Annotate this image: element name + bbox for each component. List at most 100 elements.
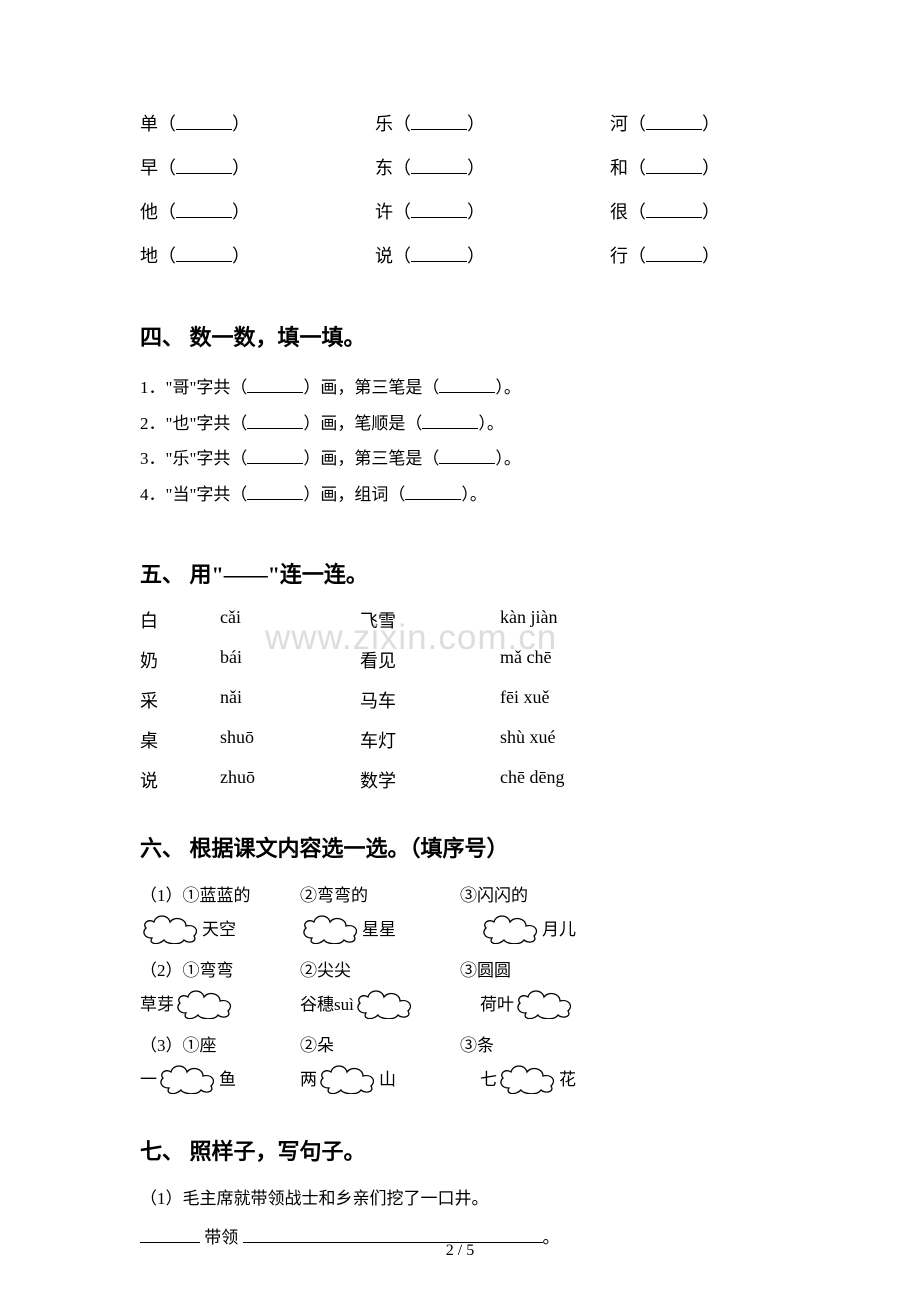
match-hanzi: 说: [140, 767, 220, 793]
section-6-content: （1）①蓝蓝的 ②弯弯的 ③闪闪的 天空 星星 月儿 （2）①弯弯 ②尖尖 ③圆…: [140, 881, 785, 1094]
cloud-icon[interactable]: [317, 1062, 379, 1094]
cloud-icon[interactable]: [354, 987, 416, 1019]
blank[interactable]: [439, 392, 495, 393]
blank[interactable]: [646, 112, 702, 130]
match-pinyin2: shù xué: [500, 727, 650, 753]
cloud-icon[interactable]: [300, 912, 362, 944]
cloud-icon[interactable]: [157, 1062, 219, 1094]
match-pinyin: shuō: [220, 727, 360, 753]
text: 1．"哥"字共（: [140, 378, 247, 397]
match-pinyin: zhuō: [220, 767, 360, 793]
blank[interactable]: [247, 499, 303, 500]
match-pinyin2: fēi xuě: [500, 687, 650, 713]
fill-item: 乐（）: [375, 110, 550, 136]
cloud-row: 草芽 谷穗suì 荷叶: [140, 987, 785, 1019]
section-4-list: 1．"哥"字共（ ）画，第三笔是（ ）。 2．"也"字共（）画，笔顺是（）。 3．"…: [140, 370, 785, 513]
cloud-icon[interactable]: [480, 912, 542, 944]
section-7-content: （1）毛主席就带领战士和乡亲们挖了一口井。 带领 。: [140, 1184, 785, 1248]
cloud-label: 草芽: [140, 990, 174, 1015]
match-word: 数学: [360, 767, 500, 793]
cloud-icon[interactable]: [140, 912, 202, 944]
text: 4．"当"字共（: [140, 485, 247, 504]
fill-char: 和: [610, 158, 628, 178]
text: 2．"也"字共（: [140, 414, 247, 433]
cloud-label: 月儿: [542, 915, 576, 940]
cloud-label: 谷穗suì: [300, 990, 354, 1015]
watermark-text: www.zixin.com.cn: [265, 618, 557, 658]
section-7-title: 七、 照样子，写句子。: [140, 1134, 785, 1166]
fill-char: 地: [140, 246, 158, 266]
fill-char: 行: [610, 246, 628, 266]
blank[interactable]: [422, 428, 478, 429]
match-pinyin2: chē dēng: [500, 767, 650, 793]
text: 3．"乐"字共（: [140, 449, 247, 468]
fill-char: 河: [610, 114, 628, 134]
blank[interactable]: [646, 200, 702, 218]
cloud-label: 天空: [202, 915, 236, 940]
option: ③圆圆: [460, 956, 620, 981]
blank[interactable]: [411, 112, 467, 130]
cloud-label: 星星: [362, 915, 396, 940]
options-row: （2）①弯弯 ②尖尖 ③圆圆: [140, 956, 785, 981]
fill-char: 早: [140, 158, 158, 178]
cloud-icon[interactable]: [174, 987, 236, 1019]
cloud-label: 一: [140, 1065, 157, 1090]
option: （3）①座: [140, 1031, 300, 1056]
blank[interactable]: [176, 200, 232, 218]
blank[interactable]: [411, 156, 467, 174]
cloud-label: 荷叶: [480, 990, 514, 1015]
fill-item: 早（）: [140, 154, 315, 180]
cloud-label: 两: [300, 1065, 317, 1090]
cloud-row: 天空 星星 月儿: [140, 912, 785, 944]
cloud-icon[interactable]: [497, 1062, 559, 1094]
blank[interactable]: [140, 1226, 200, 1243]
blank[interactable]: [646, 244, 702, 262]
count-line: 4．"当"字共（ ）画，组词（ ）。: [140, 477, 785, 513]
page-footer: 2 / 5: [0, 1242, 920, 1260]
blank[interactable]: [439, 463, 495, 464]
fill-item: 河（）: [610, 110, 785, 136]
match-hanzi: 奶: [140, 647, 220, 673]
fill-item: 单（）: [140, 110, 315, 136]
blank[interactable]: [176, 244, 232, 262]
example-sentence: （1）毛主席就带领战士和乡亲们挖了一口井。: [140, 1184, 785, 1209]
blank[interactable]: [646, 156, 702, 174]
option: ③条: [460, 1031, 620, 1056]
blank[interactable]: [176, 156, 232, 174]
section-4-title: 四、 数一数，填一填。: [140, 320, 785, 352]
text: ）画，第三笔是（: [303, 378, 439, 397]
count-line: 3．"乐"字共（）画，第三笔是（）。: [140, 441, 785, 477]
blank[interactable]: [247, 463, 303, 464]
text: ）。: [461, 485, 487, 504]
cloud-label: 七: [480, 1065, 497, 1090]
fill-item: 他（）: [140, 198, 315, 224]
cloud-icon[interactable]: [514, 987, 576, 1019]
fill-char: 乐: [375, 114, 393, 134]
text: ）画，组词（: [303, 485, 405, 504]
text: ）画，第三笔是（: [303, 449, 439, 468]
blank[interactable]: [243, 1226, 543, 1243]
blank[interactable]: [247, 392, 303, 393]
text: ）。: [495, 378, 521, 397]
option: （2）①弯弯: [140, 956, 300, 981]
cloud-label: 山: [379, 1065, 396, 1090]
fill-item: 很（）: [610, 198, 785, 224]
fill-item: 行（）: [610, 242, 785, 268]
fill-char: 单: [140, 114, 158, 134]
options-row: （1）①蓝蓝的 ②弯弯的 ③闪闪的: [140, 881, 785, 906]
match-hanzi: 桌: [140, 727, 220, 753]
option: ②尖尖: [300, 956, 460, 981]
match-hanzi: 采: [140, 687, 220, 713]
fill-char: 很: [610, 202, 628, 222]
match-word: 马车: [360, 687, 500, 713]
fill-item: 和（）: [610, 154, 785, 180]
blank[interactable]: [405, 499, 461, 500]
blank[interactable]: [176, 112, 232, 130]
blank[interactable]: [247, 428, 303, 429]
blank[interactable]: [411, 244, 467, 262]
fill-item: 许（）: [375, 198, 550, 224]
fill-char: 说: [375, 246, 393, 266]
count-line: 2．"也"字共（）画，笔顺是（）。: [140, 406, 785, 442]
match-pinyin: nǎi: [220, 687, 360, 713]
blank[interactable]: [411, 200, 467, 218]
